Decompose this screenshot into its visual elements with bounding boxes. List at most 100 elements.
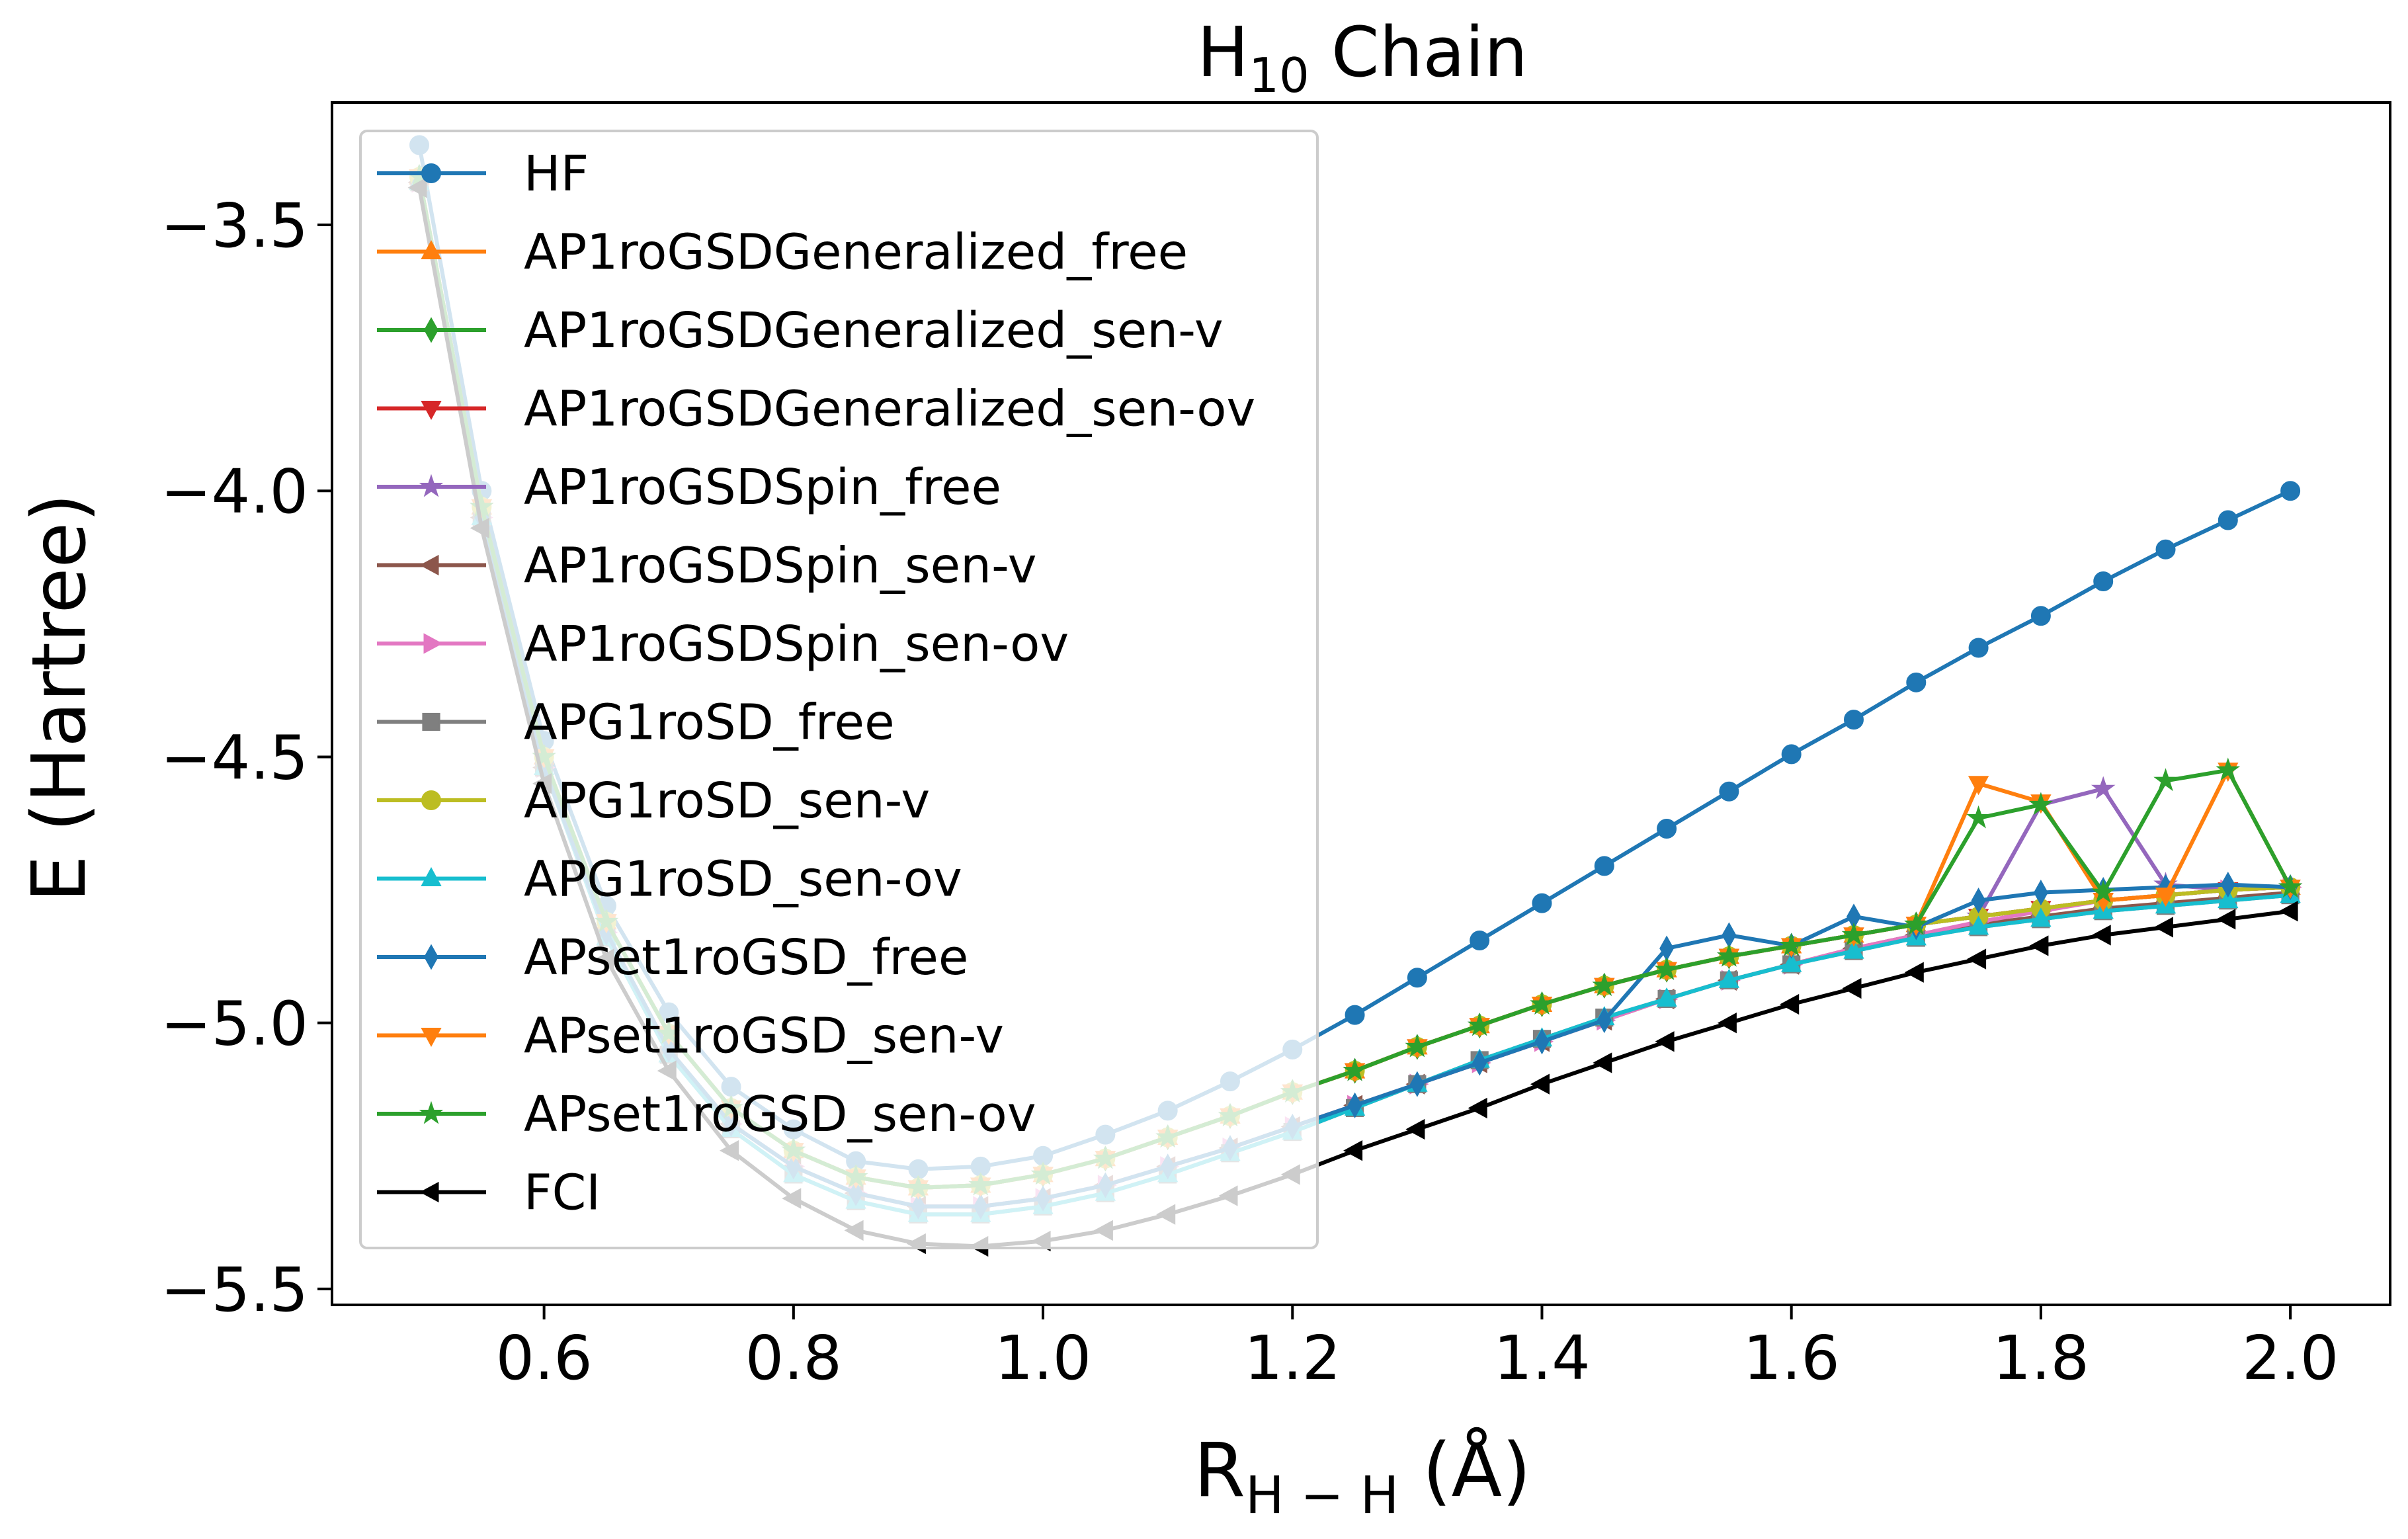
legend-marker [419,1101,444,1124]
legend-label: FCI [524,1165,601,1222]
legend-item: AP1roGSDGeneralized_sen-ov [377,381,1255,438]
legend-marker [424,317,438,343]
data-point [2280,481,2301,501]
x-tick-label: 1.6 [1743,1323,1840,1393]
data-point [1967,948,1987,970]
legend-item: AP1roGSDSpin_free [377,459,1001,516]
data-point [1717,1013,1737,1034]
legend-item: AP1roGSDSpin_sen-ov [377,616,1069,673]
data-point [1593,1052,1612,1073]
data-point [1470,930,1490,950]
data-point [2220,871,2235,898]
data-point [2091,776,2116,800]
legend-label: APG1roSD_sen-ov [524,851,962,908]
y-tick-label: −5.5 [161,1255,308,1325]
x-axis-ticks: 0.6 0.8 1.0 1.2 1.4 1.6 1.8 2.0 [495,1305,2339,1393]
data-point [2153,917,2173,938]
legend-label: AP1roGSDSpin_sen-v [524,538,1037,595]
x-tick-label: 0.8 [745,1323,842,1393]
legend-label: APset1roGSD_sen-ov [524,1086,1036,1143]
data-point [1405,1034,1430,1058]
data-point [1968,915,1989,935]
data-point [2216,909,2236,930]
data-point [1345,1005,1365,1025]
data-point [2030,606,2051,626]
data-point [1592,973,1617,996]
legend-label: AP1roGSDGeneralized_sen-v [524,302,1224,359]
data-point [1843,710,1864,730]
legend-label: HF [524,146,589,202]
data-point [1343,1058,1367,1081]
data-point [1904,911,1929,935]
data-point [2278,901,2298,922]
data-point [1971,888,1986,914]
data-point [2216,757,2241,781]
legend-marker [421,163,441,183]
data-point [1656,987,1677,1007]
x-axis-label-subscript: H − H [1245,1466,1399,1526]
legend-marker [421,1028,442,1048]
legend-item: HF [377,146,589,202]
legend-item: APset1roGSD_free [377,929,968,986]
x-tick-label: 1.4 [1493,1323,1590,1393]
data-point [1467,1013,1492,1036]
data-point [2028,792,2054,815]
y-tick-label: −4.0 [161,456,308,527]
legend-label: AP1roGSDSpin_sen-ov [524,616,1069,673]
data-point [2091,925,2111,946]
x-tick-label: 1.0 [995,1323,1091,1393]
legend-label: APG1roSD_sen-v [524,772,930,829]
y-axis-ticks: −3.5 −4.0 −4.5 −5.0 −5.5 [161,190,332,1325]
x-tick-label: 1.2 [1244,1323,1341,1393]
data-point [1719,781,1739,802]
data-point [1407,968,1427,988]
data-point [1842,977,1862,999]
legend: HF AP1roGSDGeneralized_free AP1roGSDGenera… [359,130,1319,1249]
legend-item: APG1roSD_free [377,694,895,751]
data-point [2153,768,2178,792]
legend-marker [422,712,440,731]
data-point [1347,1092,1362,1118]
data-point [1841,922,1866,946]
data-point [1532,893,1552,913]
chart-title-subscript: 10 [1249,48,1309,103]
y-tick-label: −5.0 [161,989,308,1060]
legend-item: APG1roSD_sen-v [377,772,930,829]
x-tick-label: 0.6 [495,1323,592,1393]
data-point [1657,819,1677,839]
legend-marker [421,239,442,259]
legend-item: AP1roGSDGeneralized_sen-v [377,302,1224,359]
data-point [1968,638,1989,658]
data-point [1409,1071,1425,1097]
data-point [1717,943,1741,967]
legend-marker [419,474,444,497]
data-point [2218,510,2238,530]
legend-label: AP1roGSDGeneralized_sen-ov [524,381,1255,438]
legend-marker [421,790,441,810]
plot-frame [331,101,2391,1306]
legend-marker [421,866,442,886]
data-point [2091,880,2116,903]
data-point [1904,962,1924,983]
data-point [1343,1140,1363,1161]
legend-marker [419,554,439,576]
legend-label: AP1roGSDSpin_free [524,459,1001,516]
data-point [1781,744,1802,765]
legend-marker [419,1181,439,1203]
data-point [1779,933,1804,956]
legend-item: AP1roGSDGeneralized_free [377,224,1188,281]
data-point [2030,907,2052,927]
y-tick-label: −3.5 [161,190,308,261]
legend-label: APset1roGSD_free [524,929,968,986]
data-point [2033,880,2048,906]
data-point [2278,874,2303,898]
data-point [1781,952,1802,972]
chart-title: H10 Chain [1197,12,1528,103]
x-tick-label: 1.8 [1993,1323,2089,1393]
y-axis-label: E (Hartree) [17,493,103,902]
legend-label: APset1roGSD_sen-v [524,1008,1004,1065]
data-point [1594,856,1614,876]
legend-marker [421,401,442,421]
legend-item: AP1roGSDSpin_sen-v [377,538,1037,595]
